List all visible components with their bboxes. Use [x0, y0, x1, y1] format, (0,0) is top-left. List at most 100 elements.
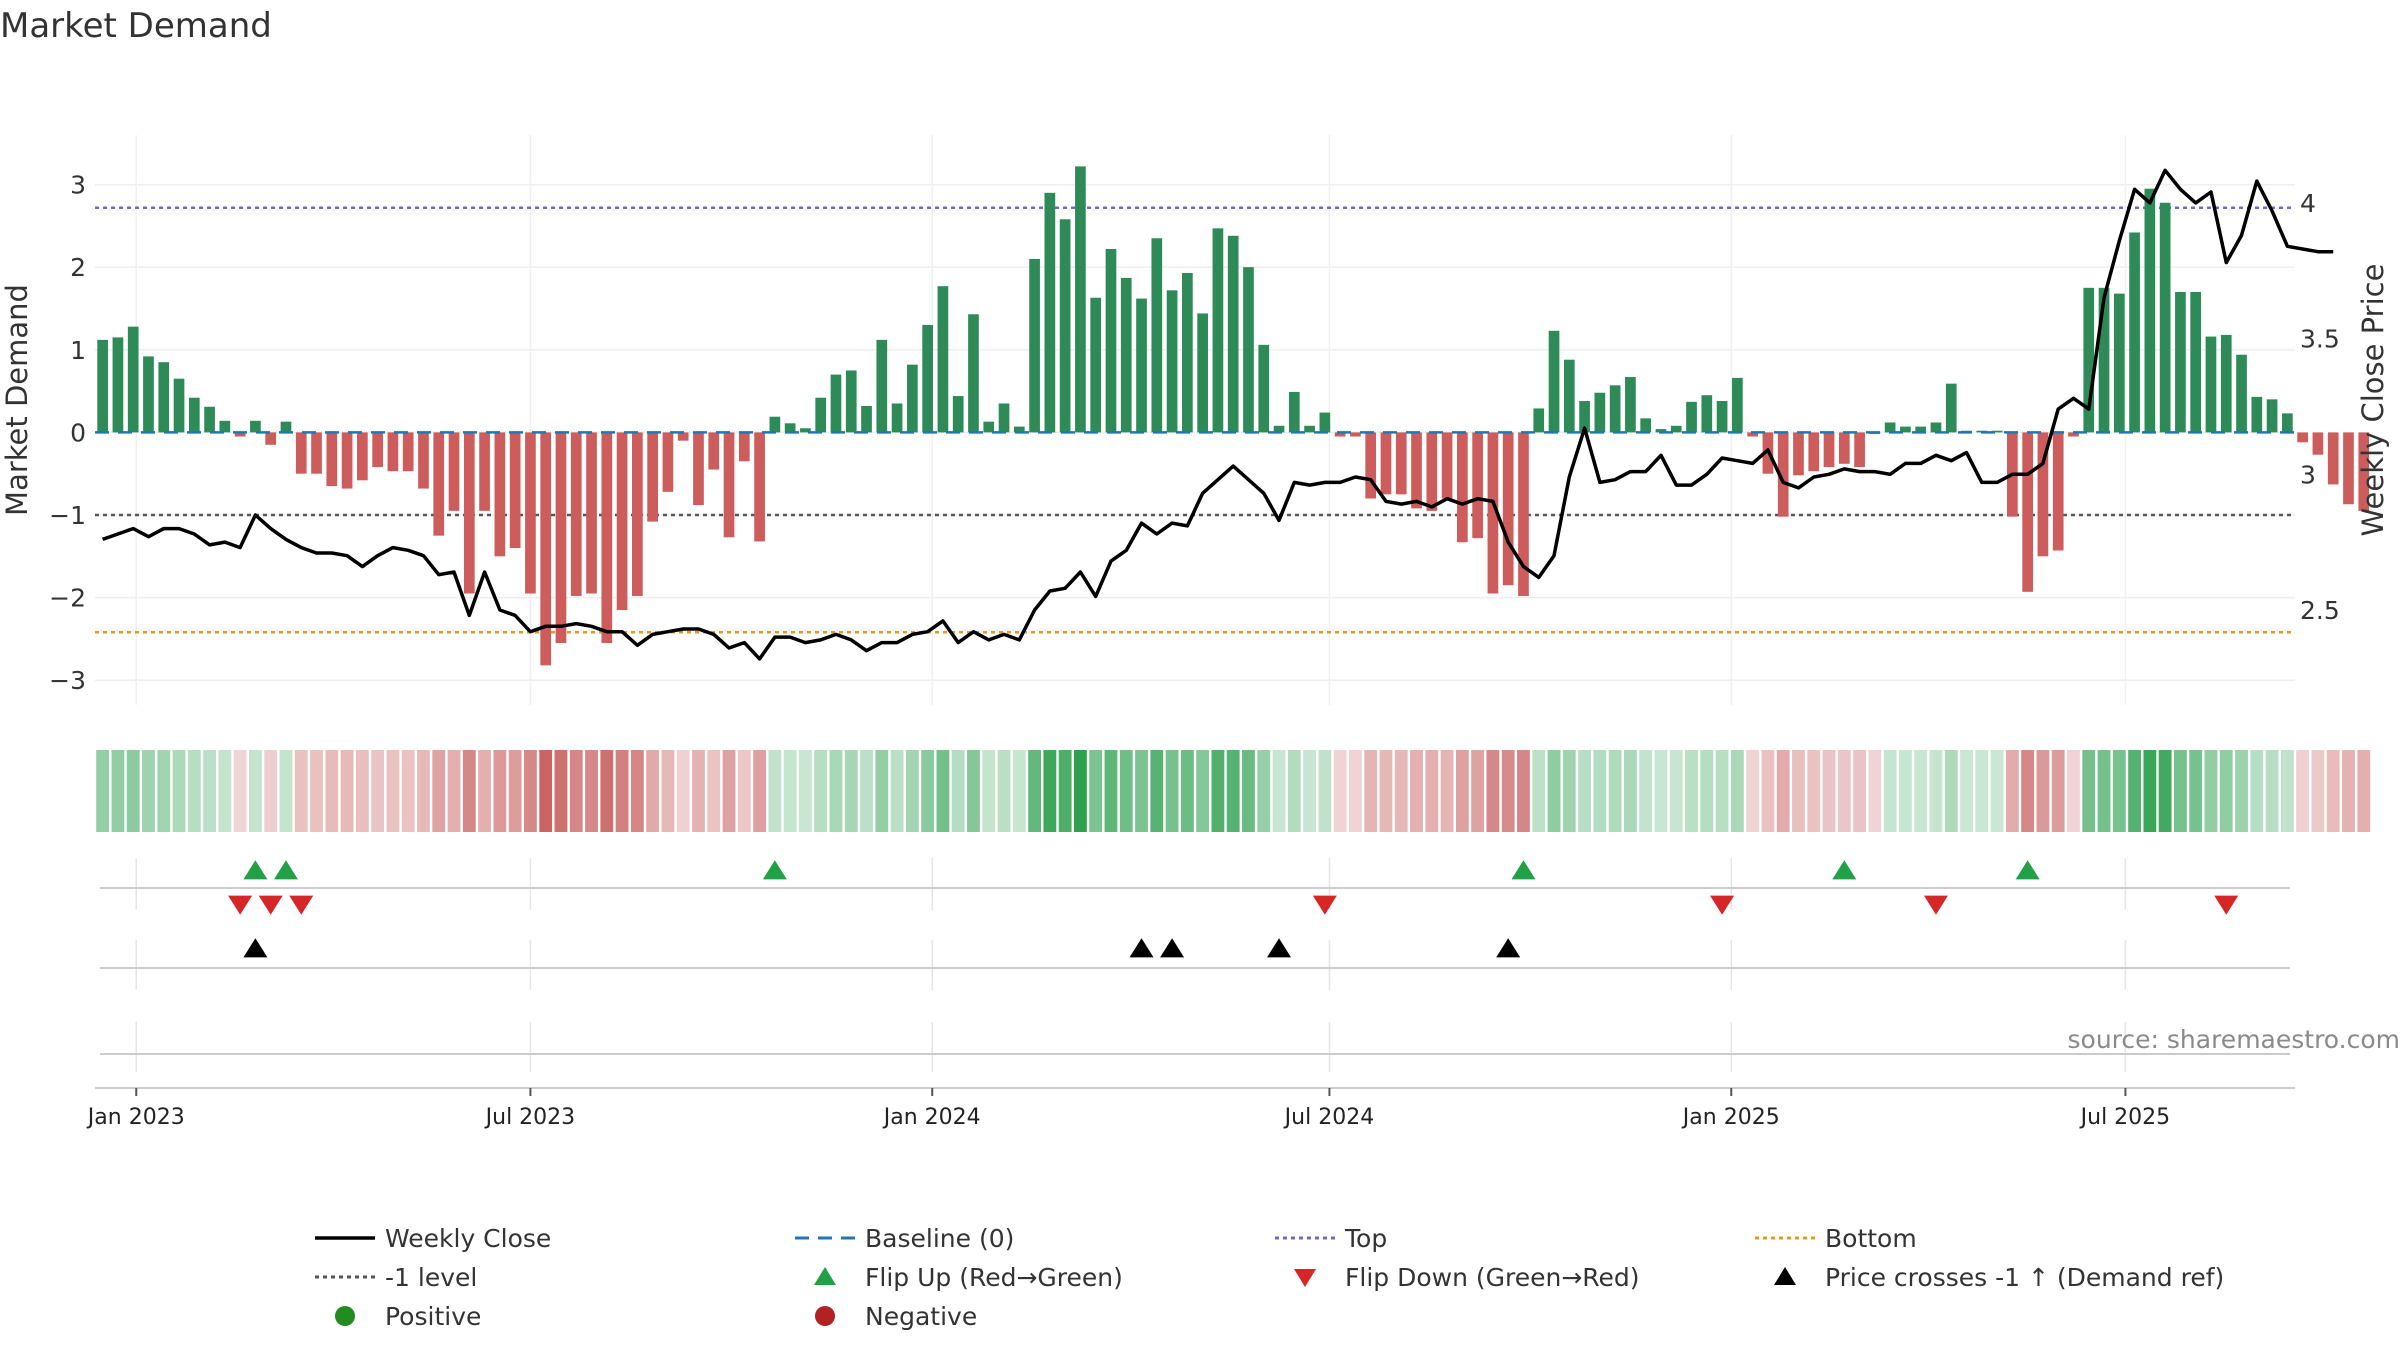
y-axis-left-label: Market Demand	[0, 284, 34, 516]
negative-bar	[586, 432, 597, 594]
strip-cell	[2250, 750, 2264, 832]
positive-bar	[1655, 429, 1667, 433]
strip-cell	[722, 750, 736, 832]
positive-bar	[861, 405, 872, 433]
strip-cell	[462, 750, 476, 832]
flip-up-marker	[1511, 860, 1536, 880]
y-right-tick-label: 2.5	[2300, 596, 2340, 625]
strip-cell	[2189, 750, 2203, 832]
strip-cell	[967, 750, 980, 832]
positive-bar	[1930, 422, 1942, 433]
positive-bar	[1579, 401, 1590, 433]
strip-cell	[1517, 750, 1530, 832]
strip-cell	[753, 750, 766, 832]
negative-bar	[295, 432, 307, 474]
positive-bar	[1884, 422, 1896, 433]
x-axis: Jan 2023 Jul 2023 Jan 2024 Jul 2024 Jan 2025…	[86, 1087, 2295, 1130]
strip-cell	[508, 750, 522, 832]
strip-cell	[2112, 750, 2126, 832]
flip-down-marker	[1312, 895, 1337, 915]
positive-bar	[876, 339, 888, 433]
strip-cell	[1639, 750, 1653, 832]
strip-cell	[600, 750, 614, 832]
strip-cell	[294, 750, 308, 832]
positive-bar	[1044, 192, 1056, 433]
strip-cell	[1471, 750, 1485, 832]
strip-cell	[1012, 750, 1026, 832]
reference-lines	[95, 206, 2295, 634]
negative-bar	[2037, 432, 2049, 557]
axes: 3 2 1 0 −1 −2 −3 4 3.5 3 2.5	[49, 171, 2340, 696]
strip-cell	[676, 750, 690, 832]
strip-cell	[2128, 750, 2141, 832]
chart-title: Market Demand	[0, 6, 272, 46]
legend: Weekly Close Baseline (0) Top Bottom -1 leve…	[315, 1224, 2224, 1331]
positive-bar	[1227, 235, 1239, 433]
strip-cell	[1944, 750, 1958, 832]
strip-cell	[310, 750, 323, 832]
negative-bar	[555, 432, 567, 644]
strip-cell	[2005, 750, 2019, 832]
negative-bar	[387, 432, 399, 472]
negative-bar	[1808, 432, 1820, 472]
positive-bar	[1151, 238, 1163, 433]
negative-bar	[1365, 432, 1377, 499]
strip-cell	[249, 750, 262, 832]
positive-bar	[1594, 392, 1606, 433]
bottom-legend-label: Bottom	[1825, 1224, 1917, 1253]
negative-bar	[265, 432, 277, 445]
strip-cell	[1990, 750, 2004, 832]
positive-bar	[983, 421, 995, 433]
negative-bar	[418, 432, 429, 489]
strip-cell	[1853, 750, 1866, 832]
strip-cell	[432, 750, 446, 832]
negative-bar	[2358, 432, 2370, 511]
negative-bar	[1777, 432, 1789, 517]
negative-legend-swatch	[815, 1306, 835, 1326]
strip-cell	[2097, 750, 2111, 832]
positive-bar	[1105, 249, 1117, 433]
strip-cell	[692, 750, 705, 832]
strip-cell	[1104, 750, 1118, 832]
strip-cell	[1196, 750, 1210, 832]
strip-cell	[493, 750, 507, 832]
strip-cell	[1119, 750, 1133, 832]
strip-cell	[905, 750, 919, 832]
positive-bar	[158, 362, 170, 433]
strip-cell	[1960, 750, 1973, 832]
strip-cell	[325, 750, 339, 832]
strip-cell	[187, 750, 201, 832]
positive-bar	[1059, 219, 1071, 433]
negative-bar	[1747, 432, 1758, 437]
positive-bar	[219, 420, 231, 433]
positive-bar	[1625, 377, 1636, 433]
strip-cell	[1333, 750, 1347, 832]
strip-cell	[2219, 750, 2233, 832]
cross-up-marker	[1160, 938, 1185, 958]
positive-bar	[2175, 291, 2186, 433]
negative-bar	[693, 432, 704, 506]
positive-bar	[2266, 399, 2278, 433]
strip-cell	[1883, 750, 1897, 832]
strip-cell	[1730, 750, 1744, 832]
weekly-close-line	[102, 168, 2334, 661]
strip-cell	[1532, 750, 1546, 832]
source-label: source: sharemaestro.com	[2068, 1025, 2400, 1054]
positive-bar	[1640, 418, 1652, 433]
strip-cell	[1379, 750, 1393, 832]
strip-cell	[585, 750, 598, 832]
strip-cell	[1868, 750, 1882, 832]
x-tick-label: Jul 2024	[1283, 1105, 1375, 1130]
strip-cell	[844, 750, 858, 832]
positive-bar	[1304, 425, 1315, 433]
strip-cell	[2280, 750, 2294, 832]
y-left-tick-label: −3	[49, 666, 86, 695]
grid-lines	[95, 135, 2295, 1072]
negative-bar	[662, 432, 674, 492]
cross-up-marker	[243, 938, 268, 958]
strip-cell	[2067, 750, 2080, 832]
strip-cell	[2036, 750, 2050, 832]
flip-down-marker	[1710, 895, 1735, 915]
strip-cell	[1547, 750, 1561, 832]
negative-bar	[616, 432, 628, 610]
